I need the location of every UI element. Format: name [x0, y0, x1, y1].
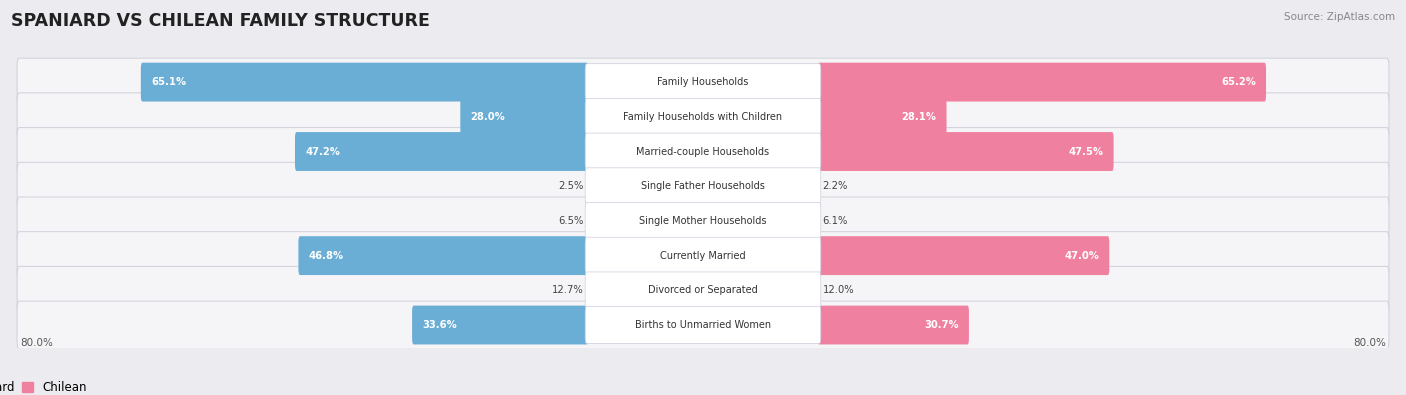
- FancyBboxPatch shape: [17, 232, 1389, 280]
- FancyBboxPatch shape: [585, 237, 821, 274]
- Text: 6.1%: 6.1%: [823, 216, 848, 226]
- FancyBboxPatch shape: [585, 64, 821, 100]
- Text: 46.8%: 46.8%: [308, 251, 343, 261]
- FancyBboxPatch shape: [17, 197, 1389, 245]
- Text: 28.1%: 28.1%: [901, 112, 936, 122]
- Text: 47.5%: 47.5%: [1069, 147, 1104, 156]
- Text: Single Mother Households: Single Mother Households: [640, 216, 766, 226]
- FancyBboxPatch shape: [585, 272, 821, 309]
- FancyBboxPatch shape: [585, 307, 821, 343]
- FancyBboxPatch shape: [17, 128, 1389, 175]
- Text: 80.0%: 80.0%: [1353, 338, 1386, 348]
- Text: 28.0%: 28.0%: [471, 112, 505, 122]
- FancyBboxPatch shape: [818, 132, 1114, 171]
- FancyBboxPatch shape: [818, 98, 946, 136]
- Text: 2.2%: 2.2%: [823, 181, 848, 191]
- Text: 6.5%: 6.5%: [558, 216, 583, 226]
- Text: Married-couple Households: Married-couple Households: [637, 147, 769, 156]
- Text: 33.6%: 33.6%: [422, 320, 457, 330]
- Text: Divorced or Separated: Divorced or Separated: [648, 285, 758, 295]
- FancyBboxPatch shape: [17, 58, 1389, 106]
- Text: Family Households: Family Households: [658, 77, 748, 87]
- Text: 47.0%: 47.0%: [1064, 251, 1099, 261]
- FancyBboxPatch shape: [412, 306, 588, 344]
- Text: 47.2%: 47.2%: [305, 147, 340, 156]
- FancyBboxPatch shape: [17, 301, 1389, 349]
- FancyBboxPatch shape: [585, 203, 821, 239]
- Text: Currently Married: Currently Married: [661, 251, 745, 261]
- Text: 12.0%: 12.0%: [823, 285, 855, 295]
- FancyBboxPatch shape: [295, 132, 588, 171]
- Text: Family Households with Children: Family Households with Children: [623, 112, 783, 122]
- Text: Single Father Households: Single Father Households: [641, 181, 765, 191]
- Text: 80.0%: 80.0%: [20, 338, 53, 348]
- Text: 12.7%: 12.7%: [551, 285, 583, 295]
- FancyBboxPatch shape: [818, 63, 1265, 102]
- Text: 2.5%: 2.5%: [558, 181, 583, 191]
- Text: Source: ZipAtlas.com: Source: ZipAtlas.com: [1284, 12, 1395, 22]
- FancyBboxPatch shape: [141, 63, 588, 102]
- FancyBboxPatch shape: [17, 162, 1389, 210]
- FancyBboxPatch shape: [818, 236, 1109, 275]
- FancyBboxPatch shape: [585, 133, 821, 170]
- Legend: Spaniard, Chilean: Spaniard, Chilean: [0, 376, 91, 395]
- FancyBboxPatch shape: [585, 168, 821, 205]
- Text: Births to Unmarried Women: Births to Unmarried Women: [636, 320, 770, 330]
- Text: 65.1%: 65.1%: [150, 77, 186, 87]
- Text: SPANIARD VS CHILEAN FAMILY STRUCTURE: SPANIARD VS CHILEAN FAMILY STRUCTURE: [11, 12, 430, 30]
- FancyBboxPatch shape: [585, 98, 821, 135]
- Text: 30.7%: 30.7%: [924, 320, 959, 330]
- FancyBboxPatch shape: [17, 93, 1389, 141]
- Text: 65.2%: 65.2%: [1220, 77, 1256, 87]
- FancyBboxPatch shape: [298, 236, 588, 275]
- FancyBboxPatch shape: [818, 306, 969, 344]
- FancyBboxPatch shape: [17, 266, 1389, 314]
- FancyBboxPatch shape: [460, 98, 588, 136]
